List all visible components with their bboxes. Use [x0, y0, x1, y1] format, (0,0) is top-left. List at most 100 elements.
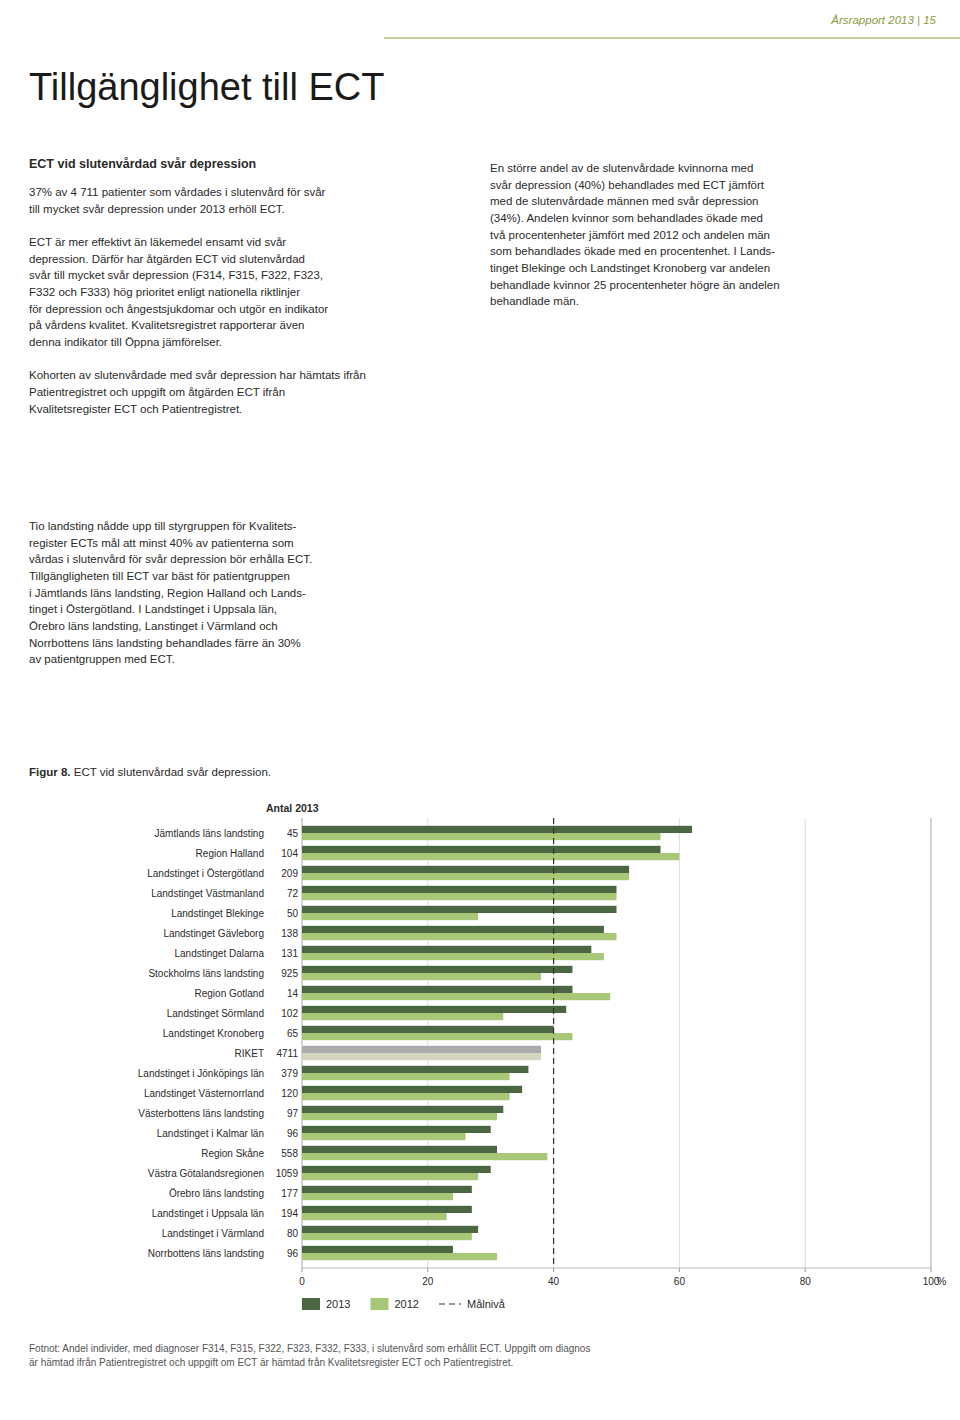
bar — [302, 1246, 453, 1253]
grid-line — [302, 818, 303, 1268]
category-label: RIKET — [235, 1048, 264, 1059]
category-label: Örebro läns landsting — [169, 1188, 264, 1199]
footnote-line: Fotnot: Andel individer, med diagnoser F… — [29, 1343, 590, 1354]
category-label: Jämtlands läns landsting — [154, 828, 264, 839]
count-label: 138 — [281, 928, 298, 939]
legend: 20132012Målnivå — [302, 1298, 506, 1310]
bar — [302, 893, 617, 900]
bar — [302, 1026, 554, 1033]
count-label: 104 — [281, 848, 298, 859]
count-label: 97 — [287, 1108, 299, 1119]
legend-label: 2012 — [394, 1298, 418, 1310]
grid-line — [553, 818, 554, 1268]
bar — [302, 1193, 453, 1200]
category-label: Landstinget Dalarna — [174, 948, 264, 959]
left-intro-line: 37% av 4 711 patienter som vårdades i sl… — [29, 186, 326, 198]
grid-line — [931, 818, 932, 1268]
count-label: 65 — [287, 1028, 299, 1039]
category-label: Norrbottens läns landsting — [148, 1248, 264, 1259]
right-body-line: En större andel av de slutenvårdade kvin… — [490, 162, 753, 174]
left-body-2-line: av patientgruppen med ECT. — [29, 653, 175, 665]
bar — [302, 1173, 478, 1180]
bar — [302, 873, 629, 880]
category-label: Västerbottens läns landsting — [138, 1108, 264, 1119]
left-body-line: Patientregistret och uppgift om åtgärden… — [29, 386, 285, 398]
right-body-line: behandlade kvinnor 25 procentenheter hög… — [490, 279, 780, 291]
header-text: Årsrapport 2013 | 15 — [830, 14, 936, 26]
x-axis-line — [302, 1268, 931, 1269]
right-body-line: svår depression (40%) behandlades med EC… — [490, 179, 765, 191]
left-body-line — [29, 353, 32, 365]
bar — [302, 1253, 497, 1260]
bar — [302, 933, 617, 940]
target-line — [553, 818, 554, 1268]
bar — [302, 926, 604, 933]
bar — [302, 1106, 503, 1113]
count-label: 209 — [281, 868, 298, 879]
left-body-2-line: i Jämtlands läns landsting, Region Halla… — [29, 587, 306, 599]
category-label: Landstinget i Jönköpings län — [138, 1068, 264, 1079]
figure-caption: Figur 8. ECT vid slutenvårdad svår depre… — [29, 766, 271, 778]
bar — [302, 1093, 510, 1100]
category-label: Landstinget i Värmland — [162, 1228, 264, 1239]
bar — [302, 1226, 478, 1233]
bar — [302, 973, 541, 980]
right-body-line: behandlade män. — [490, 295, 579, 307]
count-label: 1059 — [276, 1168, 299, 1179]
grid-line — [805, 818, 806, 1268]
legend-swatch — [302, 1298, 320, 1310]
legend-label: 2013 — [326, 1298, 350, 1310]
caption-text: ECT vid slutenvårdad svår depression. — [71, 766, 272, 778]
bar — [302, 946, 591, 953]
right-body-line: tinget Blekinge och Landstinget Kronober… — [490, 262, 770, 274]
category-label: Landstinget Gävleborg — [163, 928, 264, 939]
left-body-line: på vårdens kvalitet. Kvalitetsregistret … — [29, 319, 305, 331]
bar — [302, 886, 617, 893]
bar — [302, 1233, 472, 1240]
header-text-line: Årsrapport 2013 | 15 — [830, 14, 936, 26]
left-body-line: F332 och F333) hög prioritet enligt nati… — [29, 286, 300, 298]
count-label: 379 — [281, 1068, 298, 1079]
bar — [302, 1066, 528, 1073]
count-label: 96 — [287, 1128, 299, 1139]
left-body-line: Kohorten av slutenvårdade med svår depre… — [29, 369, 366, 381]
left-body-line: svår till mycket svår depression (F314, … — [29, 269, 323, 281]
category-label: Region Halland — [196, 848, 264, 859]
x-tick — [427, 1268, 428, 1272]
header-rule — [384, 38, 960, 39]
category-label: Landstinget i Kalmar län — [157, 1128, 264, 1139]
x-tick-label: 0 — [299, 1276, 305, 1287]
right-body-line: med de slutenvårdade männen med svår dep… — [490, 195, 759, 207]
left-body-line: ECT är mer effektivt än läkemedel ensamt… — [29, 236, 286, 248]
count-label: 80 — [287, 1228, 299, 1239]
category-label: Landstinget Blekinge — [171, 908, 264, 919]
left-subtitle: ECT vid slutenvårdad svår depression — [29, 157, 256, 171]
bar — [302, 1153, 547, 1160]
x-tick-label: 20 — [422, 1276, 434, 1287]
right-body-line: som behandlades ökade med en procentenhe… — [490, 245, 775, 257]
count-label: 96 — [287, 1248, 299, 1259]
x-tick-label: 40 — [548, 1276, 560, 1287]
y-axis-label: Antal 2013 — [266, 802, 319, 814]
count-label: 50 — [287, 908, 299, 919]
count-label: 194 — [281, 1208, 298, 1219]
bar — [302, 913, 478, 920]
category-label: Stockholms läns landsting — [148, 968, 264, 979]
x-tick-label: 80 — [800, 1276, 812, 1287]
bar — [302, 1033, 572, 1040]
left-body: ECT är mer effektivt än läkemedel ensamt… — [29, 236, 366, 415]
category-label: Landstinget i Uppsala län — [152, 1208, 264, 1219]
count-label: 177 — [281, 1188, 298, 1199]
left-body-line: för depression och ångestsjukdomar och u… — [29, 303, 328, 315]
category-label: Region Gotland — [195, 988, 265, 999]
count-label: 72 — [287, 888, 299, 899]
left-body-line: depression. Därför har åtgärden ECT vid … — [29, 253, 305, 265]
bar — [302, 1006, 566, 1013]
x-tick — [805, 1268, 806, 1272]
count-label: 131 — [281, 948, 298, 959]
left-body-2-line: tinget i Östergötland. I Landstinget i U… — [29, 603, 277, 615]
bar — [302, 1146, 497, 1153]
bar — [302, 986, 572, 993]
count-label: 4711 — [276, 1048, 298, 1059]
x-tick — [553, 1268, 554, 1272]
